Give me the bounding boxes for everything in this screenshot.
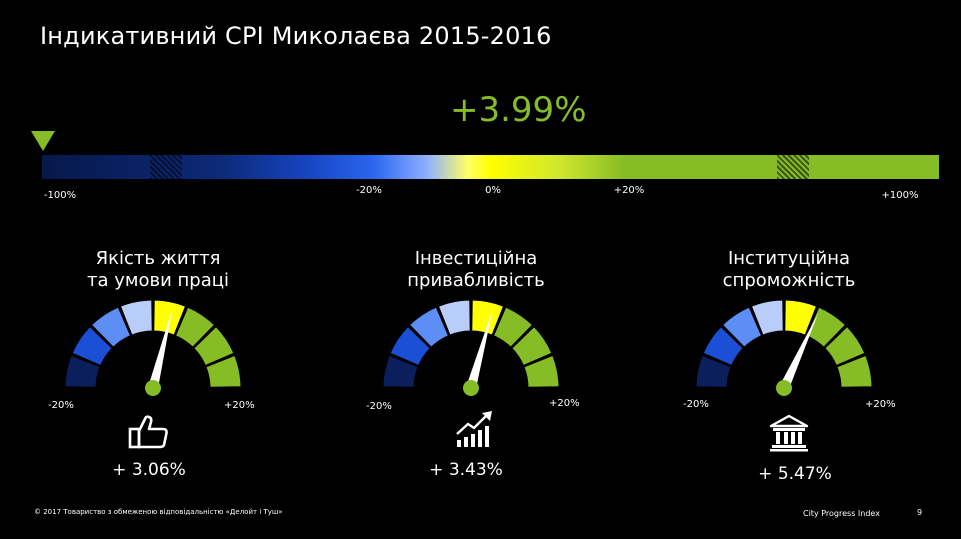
scale-marker [31,131,55,151]
gauge-segment [523,354,560,388]
footer-copyright: © 2017 Товариство з обмеженою відповідал… [34,508,283,516]
gauge-segment [836,354,873,388]
gauge-segment [90,306,132,348]
gauge-segment [437,299,471,336]
gauge-dial [64,299,242,396]
scale-hatch-left [150,155,182,179]
gauge-title-line2: спроможність [722,270,856,291]
gauge-segment [408,306,450,348]
gauge-min-label: -20% [683,399,709,410]
gauge-segment [64,354,101,388]
gauge-max-label: +20% [549,398,580,409]
gauge-segment [492,306,534,348]
gauge-needle [779,313,819,391]
gauge-segment [702,325,744,367]
gauge-value: + 3.06% [112,460,186,480]
scale-label-minus20: -20% [356,185,382,196]
gauge-segment [824,325,866,367]
gauge-segment [471,299,505,336]
institution-building-icon [769,414,809,456]
gauge-segment [153,299,187,336]
gauge-segment [721,306,763,348]
gauge-title: Інституційна спроможність [659,248,919,292]
gauge-title-line1: Інституційна [727,248,851,269]
scale-label-plus20: +20% [613,185,645,196]
thumbs-up-icon [128,414,170,454]
gauge-title: Інвестиційна привабливість [346,248,606,292]
gauge-title-line2: та умови праці [87,270,229,291]
gauge-segment [174,306,216,348]
gauge-hub [776,380,792,396]
gauge-segment [695,354,732,388]
gauge-min-label: -20% [48,400,74,411]
gauge-segment [71,325,113,367]
gauge-segment [205,354,242,388]
gauge-dial [695,299,873,396]
gauge-segment [511,325,553,367]
gauge-segment [784,299,818,336]
gauge-max-label: +20% [865,399,896,410]
overall-value: +3.99% [450,90,587,130]
gauge-hub [463,380,479,396]
scale-label-plus100: +100% [881,190,919,201]
growth-chart-icon [454,410,496,454]
gauge-title: Якість життя та умови праці [28,248,288,292]
gauge-segment [193,325,235,367]
scale-bar [42,155,939,179]
gauge-needle [466,308,493,390]
gauge-title-line1: Якість життя [95,248,221,269]
gauge-dial [382,299,560,396]
gauge-segment [119,299,153,336]
gauge-segment [389,325,431,367]
gauge-segment [750,299,784,336]
gauge-hub [145,380,161,396]
gauge-min-label: -20% [366,401,392,412]
scale-label-minus100: -100% [43,190,77,201]
footer-brand: City Progress Index [803,509,880,518]
gauge-value: + 3.43% [429,460,503,480]
gauge-value: + 5.47% [758,464,832,484]
gauge-max-label: +20% [224,400,255,411]
gauge-segment [382,354,419,388]
page-title: Індикативний CPI Миколаєва 2015-2016 [40,22,552,50]
gauge-title-line2: привабливість [407,270,545,291]
gauge-needle [148,308,173,390]
page-number: 9 [917,508,923,517]
scale-label-zero: 0% [485,185,501,196]
gauge-title-line1: Інвестиційна [414,248,538,269]
scale-hatch-right [777,155,809,179]
